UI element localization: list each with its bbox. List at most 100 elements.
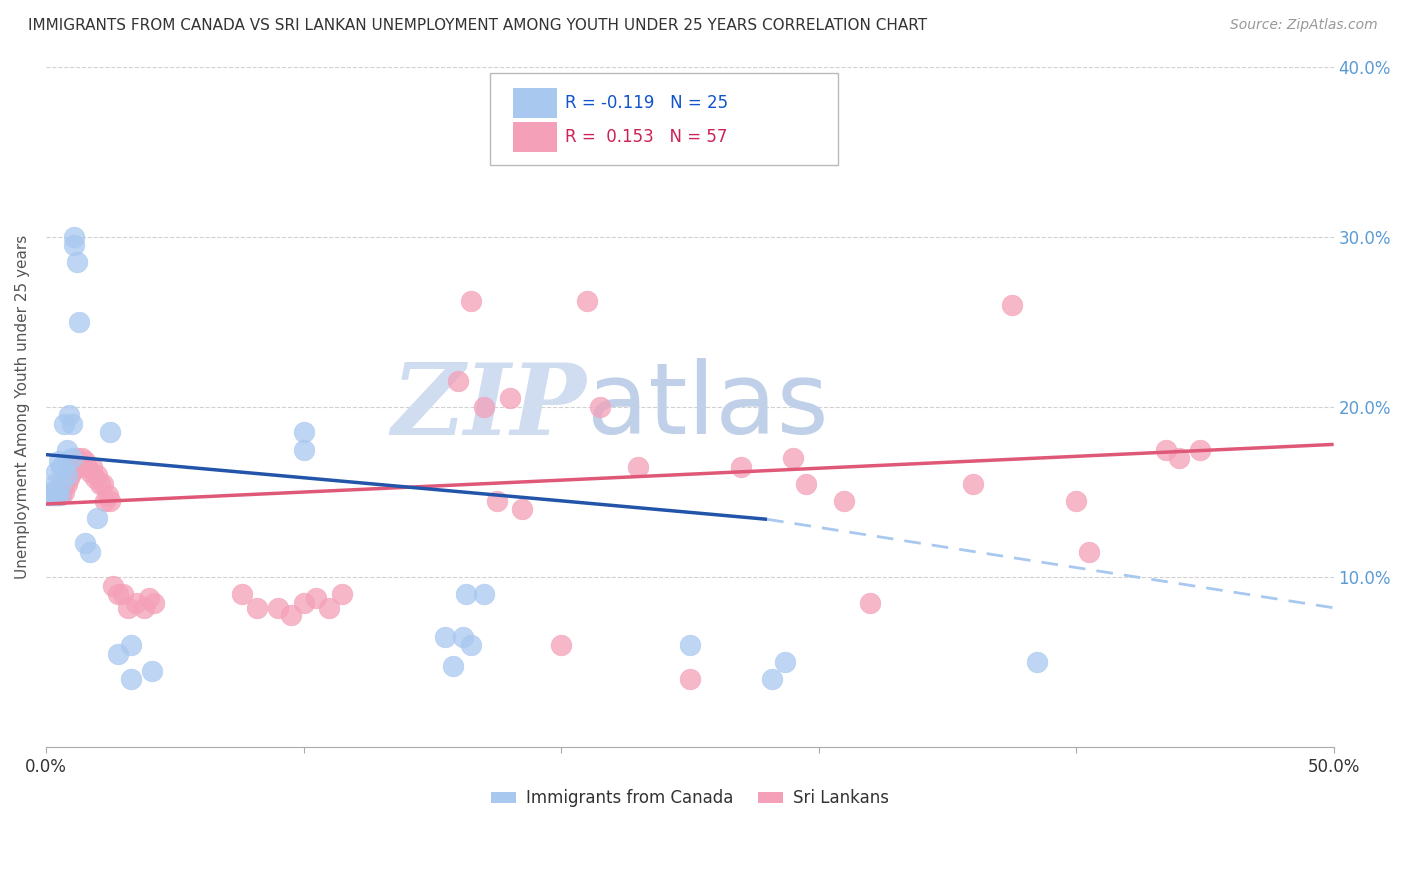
- Point: [83, 471, 105, 485]
- Point: [627, 459, 650, 474]
- Point: [434, 630, 457, 644]
- Point: [60, 417, 83, 431]
- Point: [460, 294, 482, 309]
- Point: [48, 454, 70, 468]
- Point: [45, 488, 67, 502]
- Point: [451, 630, 474, 644]
- Point: [53, 476, 76, 491]
- Point: [280, 607, 302, 622]
- Point: [51, 482, 73, 496]
- Point: [1154, 442, 1177, 457]
- Point: [472, 587, 495, 601]
- Point: [89, 476, 111, 491]
- Text: Source: ZipAtlas.com: Source: ZipAtlas.com: [1230, 18, 1378, 32]
- Point: [730, 459, 752, 474]
- Point: [460, 638, 482, 652]
- Point: [98, 493, 121, 508]
- Point: [39, 488, 62, 502]
- FancyBboxPatch shape: [513, 87, 557, 118]
- Point: [318, 600, 340, 615]
- Point: [472, 400, 495, 414]
- Point: [53, 417, 76, 431]
- Point: [76, 459, 98, 474]
- Point: [97, 488, 120, 502]
- Point: [1188, 442, 1211, 457]
- Point: [39, 488, 62, 502]
- Point: [575, 294, 598, 309]
- Legend: Immigrants from Canada, Sri Lankans: Immigrants from Canada, Sri Lankans: [484, 782, 896, 814]
- Point: [1001, 298, 1024, 312]
- Point: [782, 450, 804, 465]
- Point: [91, 476, 114, 491]
- Point: [107, 587, 129, 601]
- Point: [60, 450, 83, 465]
- Point: [679, 638, 702, 652]
- Point: [125, 596, 148, 610]
- Text: R =  0.153   N = 57: R = 0.153 N = 57: [565, 128, 727, 145]
- Point: [70, 450, 93, 465]
- Point: [38, 488, 60, 502]
- Point: [58, 409, 80, 423]
- Point: [589, 400, 612, 414]
- Point: [42, 488, 65, 502]
- Point: [1064, 493, 1087, 508]
- Point: [231, 587, 253, 601]
- Point: [66, 255, 89, 269]
- Point: [39, 485, 62, 500]
- Point: [73, 536, 96, 550]
- FancyBboxPatch shape: [491, 73, 838, 165]
- Point: [58, 471, 80, 485]
- Point: [962, 476, 984, 491]
- FancyBboxPatch shape: [513, 121, 557, 152]
- Text: IMMIGRANTS FROM CANADA VS SRI LANKAN UNEMPLOYMENT AMONG YOUTH UNDER 25 YEARS COR: IMMIGRANTS FROM CANADA VS SRI LANKAN UNE…: [28, 18, 927, 33]
- Point: [86, 510, 108, 524]
- Point: [79, 544, 101, 558]
- Point: [48, 488, 70, 502]
- Point: [45, 485, 67, 500]
- Point: [330, 587, 353, 601]
- Point: [42, 476, 65, 491]
- Point: [101, 579, 124, 593]
- Point: [69, 315, 91, 329]
- Point: [38, 488, 60, 502]
- Point: [485, 493, 508, 508]
- Point: [512, 502, 534, 516]
- Point: [761, 673, 783, 687]
- Point: [679, 673, 702, 687]
- Point: [79, 465, 101, 479]
- Point: [45, 488, 67, 502]
- Point: [292, 442, 315, 457]
- Point: [120, 638, 142, 652]
- Point: [141, 664, 163, 678]
- Point: [86, 468, 108, 483]
- Point: [834, 493, 856, 508]
- Point: [51, 488, 73, 502]
- Point: [98, 425, 121, 440]
- Y-axis label: Unemployment Among Youth under 25 years: Unemployment Among Youth under 25 years: [15, 235, 30, 579]
- Point: [63, 459, 86, 474]
- Point: [51, 476, 73, 491]
- Point: [53, 459, 76, 474]
- Text: ZIP: ZIP: [392, 359, 586, 455]
- Point: [94, 493, 117, 508]
- Point: [55, 442, 77, 457]
- Point: [1078, 544, 1101, 558]
- Point: [292, 596, 315, 610]
- Point: [1026, 655, 1049, 669]
- Point: [859, 596, 882, 610]
- Point: [454, 587, 477, 601]
- Point: [112, 587, 135, 601]
- Point: [53, 485, 76, 500]
- Point: [107, 647, 129, 661]
- Point: [73, 454, 96, 468]
- Point: [292, 425, 315, 440]
- Point: [117, 600, 139, 615]
- Point: [305, 591, 328, 605]
- Point: [51, 459, 73, 474]
- Point: [60, 459, 83, 474]
- Point: [45, 465, 67, 479]
- Point: [441, 658, 464, 673]
- Point: [773, 655, 796, 669]
- Point: [55, 468, 77, 483]
- Point: [66, 450, 89, 465]
